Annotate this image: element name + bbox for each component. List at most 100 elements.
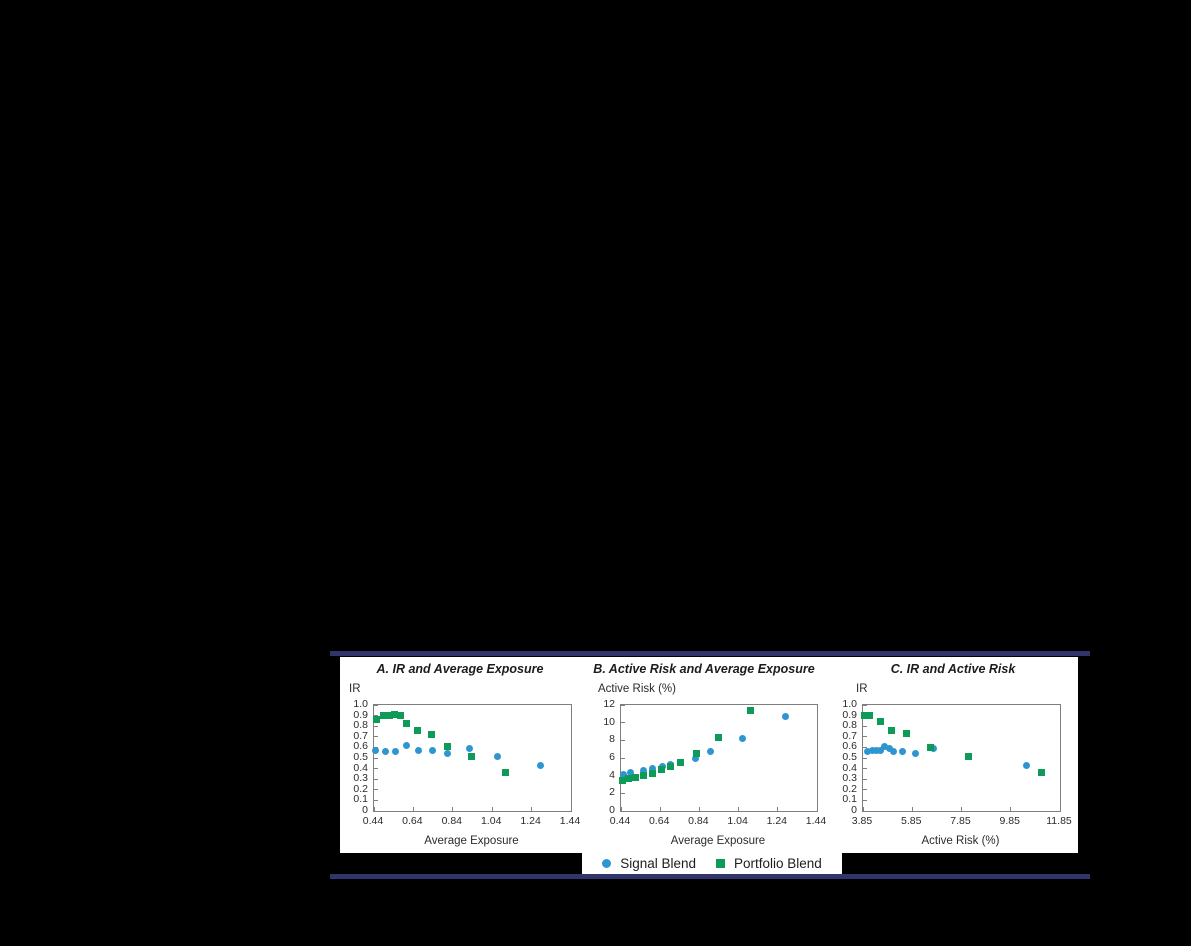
plot-area [372, 704, 572, 812]
data-point-portfolio-blend [887, 726, 895, 734]
legend-item-portfolio-blend: Portfolio Blend [716, 856, 822, 871]
x-tick-mark [412, 807, 414, 811]
x-tick-label: 1.04 [480, 815, 502, 827]
data-point-portfolio-blend [902, 729, 910, 737]
y-tick-label: 0 [362, 804, 368, 816]
y-tick-label: 10 [603, 715, 615, 728]
y-tick-label: 0.1 [842, 793, 857, 806]
y-tick-label: 0.5 [842, 751, 857, 763]
data-point-portfolio-blend [714, 734, 722, 742]
x-tick-mark [1059, 807, 1061, 811]
chart-title: A. IR and Average Exposure [376, 662, 544, 676]
y-tick-label: 0 [609, 804, 615, 816]
data-point-portfolio-blend [746, 707, 754, 715]
y-tick-mark [863, 736, 867, 738]
y-tick-label: 0.4 [353, 761, 368, 774]
data-point-signal-blend [392, 747, 400, 755]
data-point-portfolio-blend [501, 768, 509, 776]
y-tick-label: 0 [851, 804, 857, 816]
data-point-signal-blend [620, 770, 628, 778]
y-tick-mark [374, 768, 378, 770]
chart-title: C. IR and Active Risk [890, 662, 1016, 676]
x-tick-label: 7.85 [950, 815, 971, 827]
y-tick-mark [374, 778, 378, 780]
y-tick-mark [863, 704, 867, 706]
y-tick-label: 1.0 [353, 698, 368, 710]
data-point-portfolio-blend [380, 712, 388, 720]
data-point-signal-blend [782, 712, 790, 720]
data-point-portfolio-blend [632, 773, 640, 781]
data-point-signal-blend [890, 747, 898, 755]
data-point-portfolio-blend [468, 752, 475, 760]
y-tick-label: 0.3 [353, 772, 368, 785]
y-tick-mark [374, 725, 378, 727]
y-tick-label: 0.6 [842, 740, 857, 753]
data-point-signal-blend [640, 766, 648, 774]
y-tick-label: 0.1 [353, 793, 368, 806]
x-tick-label: 1.44 [805, 815, 827, 827]
chart-panel-a: A. IR and Average Exposure IR Average Ex… [340, 657, 580, 853]
y-tick-label: 0.4 [842, 761, 857, 774]
legend-label: Portfolio Blend [734, 856, 822, 871]
y-tick-label: 0.8 [842, 719, 857, 732]
y-tick-label: 0.3 [842, 772, 857, 785]
data-point-portfolio-blend [625, 775, 633, 783]
data-point-portfolio-blend [866, 711, 874, 719]
legend-marker-circle-icon [602, 859, 612, 868]
x-tick-mark [816, 807, 818, 811]
y-tick-label: 4 [609, 768, 615, 781]
x-tick-label: 0.64 [402, 815, 423, 827]
data-point-portfolio-blend [657, 765, 665, 773]
data-point-signal-blend [382, 747, 390, 755]
y-tick-mark [374, 715, 378, 717]
chart-panel-b: B. Active Risk and Average Exposure Acti… [580, 657, 828, 853]
x-axis-title: Average Exposure [670, 835, 766, 847]
data-point-signal-blend [372, 746, 380, 754]
data-point-portfolio-blend [413, 726, 421, 734]
x-tick-mark [570, 807, 572, 811]
data-point-portfolio-blend [391, 711, 399, 719]
x-tick-label: 0.84 [688, 815, 709, 827]
data-point-portfolio-blend [965, 753, 973, 761]
y-tick-mark [374, 810, 378, 812]
data-point-portfolio-blend [397, 711, 405, 719]
x-tick-mark [659, 807, 661, 811]
chart-title: B. Active Risk and Average Exposure [593, 662, 815, 676]
x-tick-mark [738, 807, 740, 811]
x-axis-title: Active Risk (%) [921, 835, 1000, 847]
y-tick-mark [621, 722, 625, 724]
y-tick-label: 0.7 [842, 729, 857, 742]
data-point-portfolio-blend [386, 711, 394, 719]
y-tick-label: 0.8 [353, 719, 368, 732]
y-tick-mark [863, 725, 867, 727]
y-tick-label: 1.0 [842, 698, 857, 710]
y-tick-mark [374, 789, 378, 791]
y-tick-label: 8 [609, 733, 615, 746]
y-tick-mark [621, 810, 625, 812]
x-tick-mark [777, 807, 779, 811]
data-point-signal-blend [1023, 762, 1031, 770]
x-tick-mark [620, 807, 622, 811]
x-tick-label: 3.85 [851, 815, 873, 827]
data-point-signal-blend [868, 746, 876, 754]
y-tick-label: 0.9 [842, 708, 857, 721]
data-point-signal-blend [898, 748, 906, 756]
data-point-signal-blend [536, 762, 544, 770]
data-point-signal-blend [403, 742, 410, 750]
y-axis-unit-label: IR [856, 683, 868, 695]
x-tick-mark [862, 807, 864, 811]
y-tick-label: 0.2 [353, 782, 368, 795]
x-tick-label: 1.44 [559, 815, 581, 827]
plot-area [619, 704, 818, 812]
data-point-portfolio-blend [1038, 768, 1046, 776]
data-point-portfolio-blend [677, 758, 685, 766]
legend-label: Signal Blend [620, 856, 696, 871]
y-tick-label: 0.6 [353, 740, 368, 753]
plot-area [861, 704, 1061, 812]
y-tick-mark [621, 704, 625, 706]
data-point-signal-blend [648, 765, 656, 773]
y-tick-mark [374, 757, 378, 759]
data-point-portfolio-blend [926, 743, 934, 751]
legend-marker-square-icon [716, 859, 725, 868]
x-tick-label: 9.85 [999, 815, 1020, 827]
